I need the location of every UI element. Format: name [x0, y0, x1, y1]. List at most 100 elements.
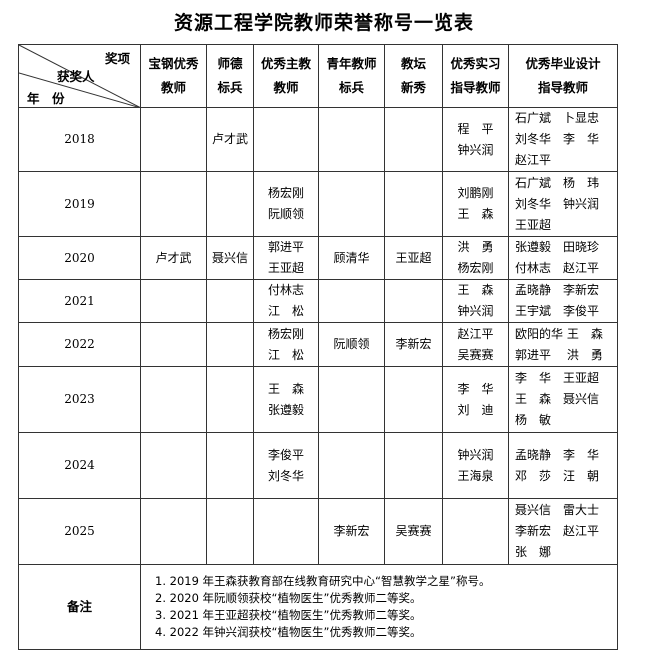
recipient-name: 付林志 赵江平	[515, 261, 600, 275]
recipient-name: 孟晓静 李新宏	[515, 283, 600, 297]
column-header-line: 师德	[217, 56, 243, 71]
header-row: 奖项 获奖人 年 份 宝钢优秀 教师 师德 标兵 优秀主教 教师 青年教师 标兵 教坛 新秀 优秀实…	[18, 44, 618, 108]
award-cell: 李俊平 刘冬华	[253, 432, 319, 499]
award-cell: 卢才武	[140, 236, 207, 280]
recipient-name: 王宇斌 李俊平	[515, 304, 600, 318]
table-row: 2020 卢才武 聂兴信 郭进平 王亚超 顾清华 王亚超洪 勇杨宏刚 张遵毅 田晓珍 付林志 赵…	[18, 236, 618, 280]
recipient-name: 赵江平	[515, 153, 552, 167]
recipient-name: 程 平	[457, 121, 494, 136]
award-cell: 钟兴润 王海泉	[442, 432, 509, 499]
award-cell: 石广斌 杨 玮刘冬华 钟兴润 王亚超	[508, 171, 618, 237]
award-cell	[318, 107, 385, 172]
year-cell: 2022	[18, 322, 141, 367]
recipient-name: 王 森	[267, 381, 304, 396]
year-cell: 2025	[18, 498, 141, 565]
award-cell: 卢才武	[206, 107, 254, 172]
recipient-name: 赵江平	[457, 326, 494, 341]
recipient-name: 张遵毅	[267, 402, 304, 417]
award-cell	[206, 498, 254, 565]
recipient-name: 王亚超	[395, 250, 432, 265]
award-cell: 付林志江 松	[253, 279, 319, 323]
award-cell: 聂兴信 雷大士 李新宏 赵江平张 娜	[508, 498, 618, 565]
recipient-name: 刘冬华 钟兴润	[515, 196, 600, 211]
column-header-line: 标兵	[217, 80, 243, 95]
award-cell: 孟晓静 李 华邓 莎 汪 朝	[508, 432, 618, 499]
recipient-name: 李新宏	[333, 524, 370, 538]
column-header-line: 优秀毕业设计	[525, 56, 601, 71]
award-cell	[206, 366, 254, 433]
notes-content: 1. 2019 年王森获教育部在线教育研究中心“智慧教学之星”称号。 2. 202…	[140, 564, 618, 650]
recipient-name: 阮顺领	[333, 337, 370, 351]
column-header-line: 教师	[273, 80, 299, 95]
column-header-line: 优秀主教	[260, 56, 311, 71]
award-cell	[140, 432, 207, 499]
corner-year: 年 份	[27, 91, 65, 106]
award-cell: 欧阳的华 王 森郭进平 洪 勇	[508, 322, 618, 367]
award-cell	[318, 366, 385, 433]
award-cell	[140, 107, 207, 172]
award-cell: 赵江平 吴赛赛	[442, 322, 509, 367]
recipient-name: 张遵毅 田晓珍	[515, 240, 600, 254]
recipient-name: 杨宏刚	[267, 186, 304, 200]
year-cell: 2019	[18, 171, 141, 237]
column-header-line: 教师	[160, 80, 186, 95]
award-cell: 李新宏	[318, 498, 385, 565]
recipient-name: 刘鹏刚	[457, 186, 494, 200]
recipient-name: 刘冬华 李 华	[515, 132, 600, 146]
recipient-name: 杨 敏	[515, 413, 552, 427]
recipient-name: 顾清华	[333, 250, 370, 265]
recipient-name: 卢才武	[155, 250, 192, 265]
award-cell: 聂兴信	[206, 236, 254, 280]
column-header: 师德 标兵	[206, 44, 254, 108]
recipient-name: 杨宏刚	[267, 326, 304, 341]
column-header-line: 教坛	[400, 56, 426, 71]
column-header-line: 优秀实习	[450, 56, 501, 71]
table-row: 2022 杨宏刚江 松 阮顺领 李新宏 赵江平 吴赛赛 欧阳的华 王 森郭进平 洪 勇	[18, 322, 618, 367]
table-row: 2024 李俊平 刘冬华 钟兴润 王海泉 孟晓静 李 华邓 莎 汪 朝	[18, 432, 618, 499]
award-cell: 顾清华	[318, 236, 385, 280]
recipient-name: 杨宏刚	[457, 261, 494, 275]
column-header-line: 标兵	[338, 80, 364, 95]
award-cell	[318, 432, 385, 499]
award-cell	[140, 171, 207, 237]
recipient-name: 李 华 王亚超	[515, 371, 600, 385]
award-cell	[206, 322, 254, 367]
recipient-name: 李俊平	[267, 447, 304, 462]
recipient-name: 卢才武	[211, 132, 248, 146]
page-title: 资源工程学院教师荣誉称号一览表	[173, 12, 474, 34]
note-item: 1. 2019 年王森获教育部在线教育研究中心“智慧教学之星”称号。	[155, 574, 491, 588]
recipient-name: 聂兴信 雷大士	[515, 503, 600, 517]
table-row: 2018 卢才武程 平钟兴润 石广斌 卜显忠 刘冬华 李 华赵江平	[18, 107, 618, 172]
recipient-name: 江 松	[267, 347, 304, 362]
award-cell	[140, 366, 207, 433]
award-cell	[384, 279, 443, 323]
award-cell: 洪 勇杨宏刚	[442, 236, 509, 280]
note-item: 3. 2021 年王亚超获校“植物医生”优秀教师二等奖。	[155, 608, 422, 622]
corner-award: 奖项	[104, 51, 130, 66]
table-row: 2019 杨宏刚 阮顺领 刘鹏刚王 森石广斌 杨 玮刘冬华 钟兴润 王亚超	[18, 171, 618, 237]
recipient-name: 钟兴润	[457, 304, 494, 318]
award-cell: 王亚超	[384, 236, 443, 280]
recipient-name: 吴赛赛	[395, 524, 432, 538]
award-cell: 王 森张遵毅	[253, 366, 319, 433]
recipient-name: 李 华	[457, 381, 494, 396]
recipient-name: 石广斌 卜显忠	[515, 111, 600, 125]
award-cell: 刘鹏刚王 森	[442, 171, 509, 237]
recipient-name: 王 森 聂兴信	[515, 392, 600, 406]
corner-header: 奖项 获奖人 年 份	[18, 44, 141, 108]
column-header: 优秀主教 教师	[253, 44, 319, 108]
notes-label: 备注	[18, 564, 141, 650]
note-item: 4. 2022 年钟兴润获校“植物医生”优秀教师二等奖。	[155, 625, 422, 639]
award-cell: 孟晓静 李新宏 王宇斌 李俊平	[508, 279, 618, 323]
column-header-line: 宝钢优秀	[148, 56, 199, 71]
recipient-name: 王 森	[457, 207, 494, 221]
award-cell: 李新宏	[384, 322, 443, 367]
award-cell: 李 华刘 迪	[442, 366, 509, 433]
award-cell: 张遵毅 田晓珍 付林志 赵江平	[508, 236, 618, 280]
award-cell: 阮顺领	[318, 322, 385, 367]
award-cell	[253, 498, 319, 565]
award-cell: 杨宏刚 阮顺领	[253, 171, 319, 237]
recipient-name: 李新宏	[395, 337, 432, 351]
table-row: 2025 李新宏 吴赛赛 聂兴信 雷大士 李新宏 赵江平张 娜	[18, 498, 618, 565]
recipient-name: 欧阳的华 王 森	[515, 326, 603, 341]
